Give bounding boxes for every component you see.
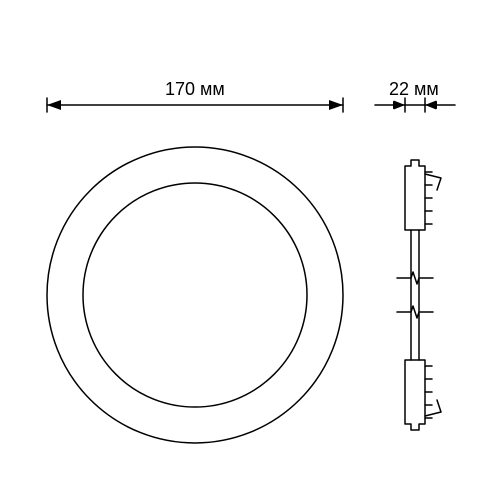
- side-thickness-label: 22 мм: [389, 79, 439, 100]
- drawing-canvas: 170 мм 22 мм: [0, 0, 500, 500]
- front-diameter-label: 170 мм: [165, 79, 225, 100]
